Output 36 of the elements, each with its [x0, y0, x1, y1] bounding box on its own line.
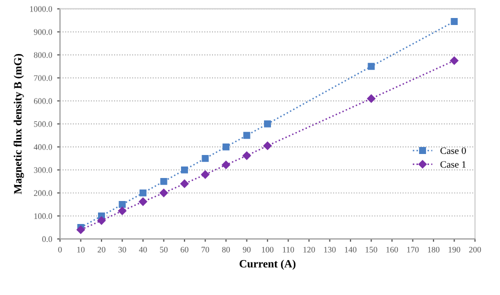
- y-tick-label: 900.0: [34, 29, 52, 35]
- x-tick-label: 40: [138, 246, 147, 252]
- y-tick-label: 100.0: [34, 213, 52, 219]
- x-tick-label: 0: [58, 246, 62, 252]
- y-tick-label: 300.0: [34, 167, 52, 173]
- x-tick-label: 200: [469, 246, 481, 252]
- y-tick-label: 600.0: [34, 98, 52, 104]
- y-tick-label: 800.0: [34, 52, 52, 58]
- x-tick-label: 100: [262, 246, 274, 252]
- y-tick-label: 500.0: [34, 121, 52, 127]
- x-tick-label: 170: [407, 246, 419, 252]
- x-tick-label: 50: [160, 246, 168, 252]
- x-tick-label: 70: [202, 246, 210, 252]
- x-tick-label: 190: [448, 246, 460, 252]
- x-tick-label: 110: [282, 246, 294, 252]
- legend-label: Case 0: [440, 147, 466, 154]
- x-tick-label: 180: [428, 246, 440, 252]
- y-tick-label: 700.0: [34, 75, 52, 81]
- x-tick-label: 80: [222, 246, 230, 252]
- x-tick-label: 90: [242, 246, 251, 252]
- x-tick-label: 150: [366, 246, 378, 252]
- x-tick-label: 140: [344, 246, 356, 252]
- legend-label: Case 1: [440, 161, 466, 168]
- x-tick-label: 130: [324, 246, 336, 252]
- x-tick-label: 30: [118, 246, 126, 252]
- y-tick-label: 200.0: [34, 190, 52, 196]
- x-tick-label: 10: [77, 246, 85, 252]
- y-axis-title: Magnetic flux density B (mG): [14, 54, 24, 194]
- y-tick-label: 1000.0: [30, 6, 52, 12]
- x-tick-label: 160: [386, 246, 398, 252]
- x-tick-label: 60: [180, 246, 188, 252]
- y-tick-label: 400.0: [34, 144, 52, 150]
- y-tick-label: 0.0: [42, 236, 52, 242]
- x-axis-title: Current (A): [240, 260, 296, 270]
- x-tick-label: 20: [98, 246, 106, 252]
- x-tick-label: 120: [303, 246, 315, 252]
